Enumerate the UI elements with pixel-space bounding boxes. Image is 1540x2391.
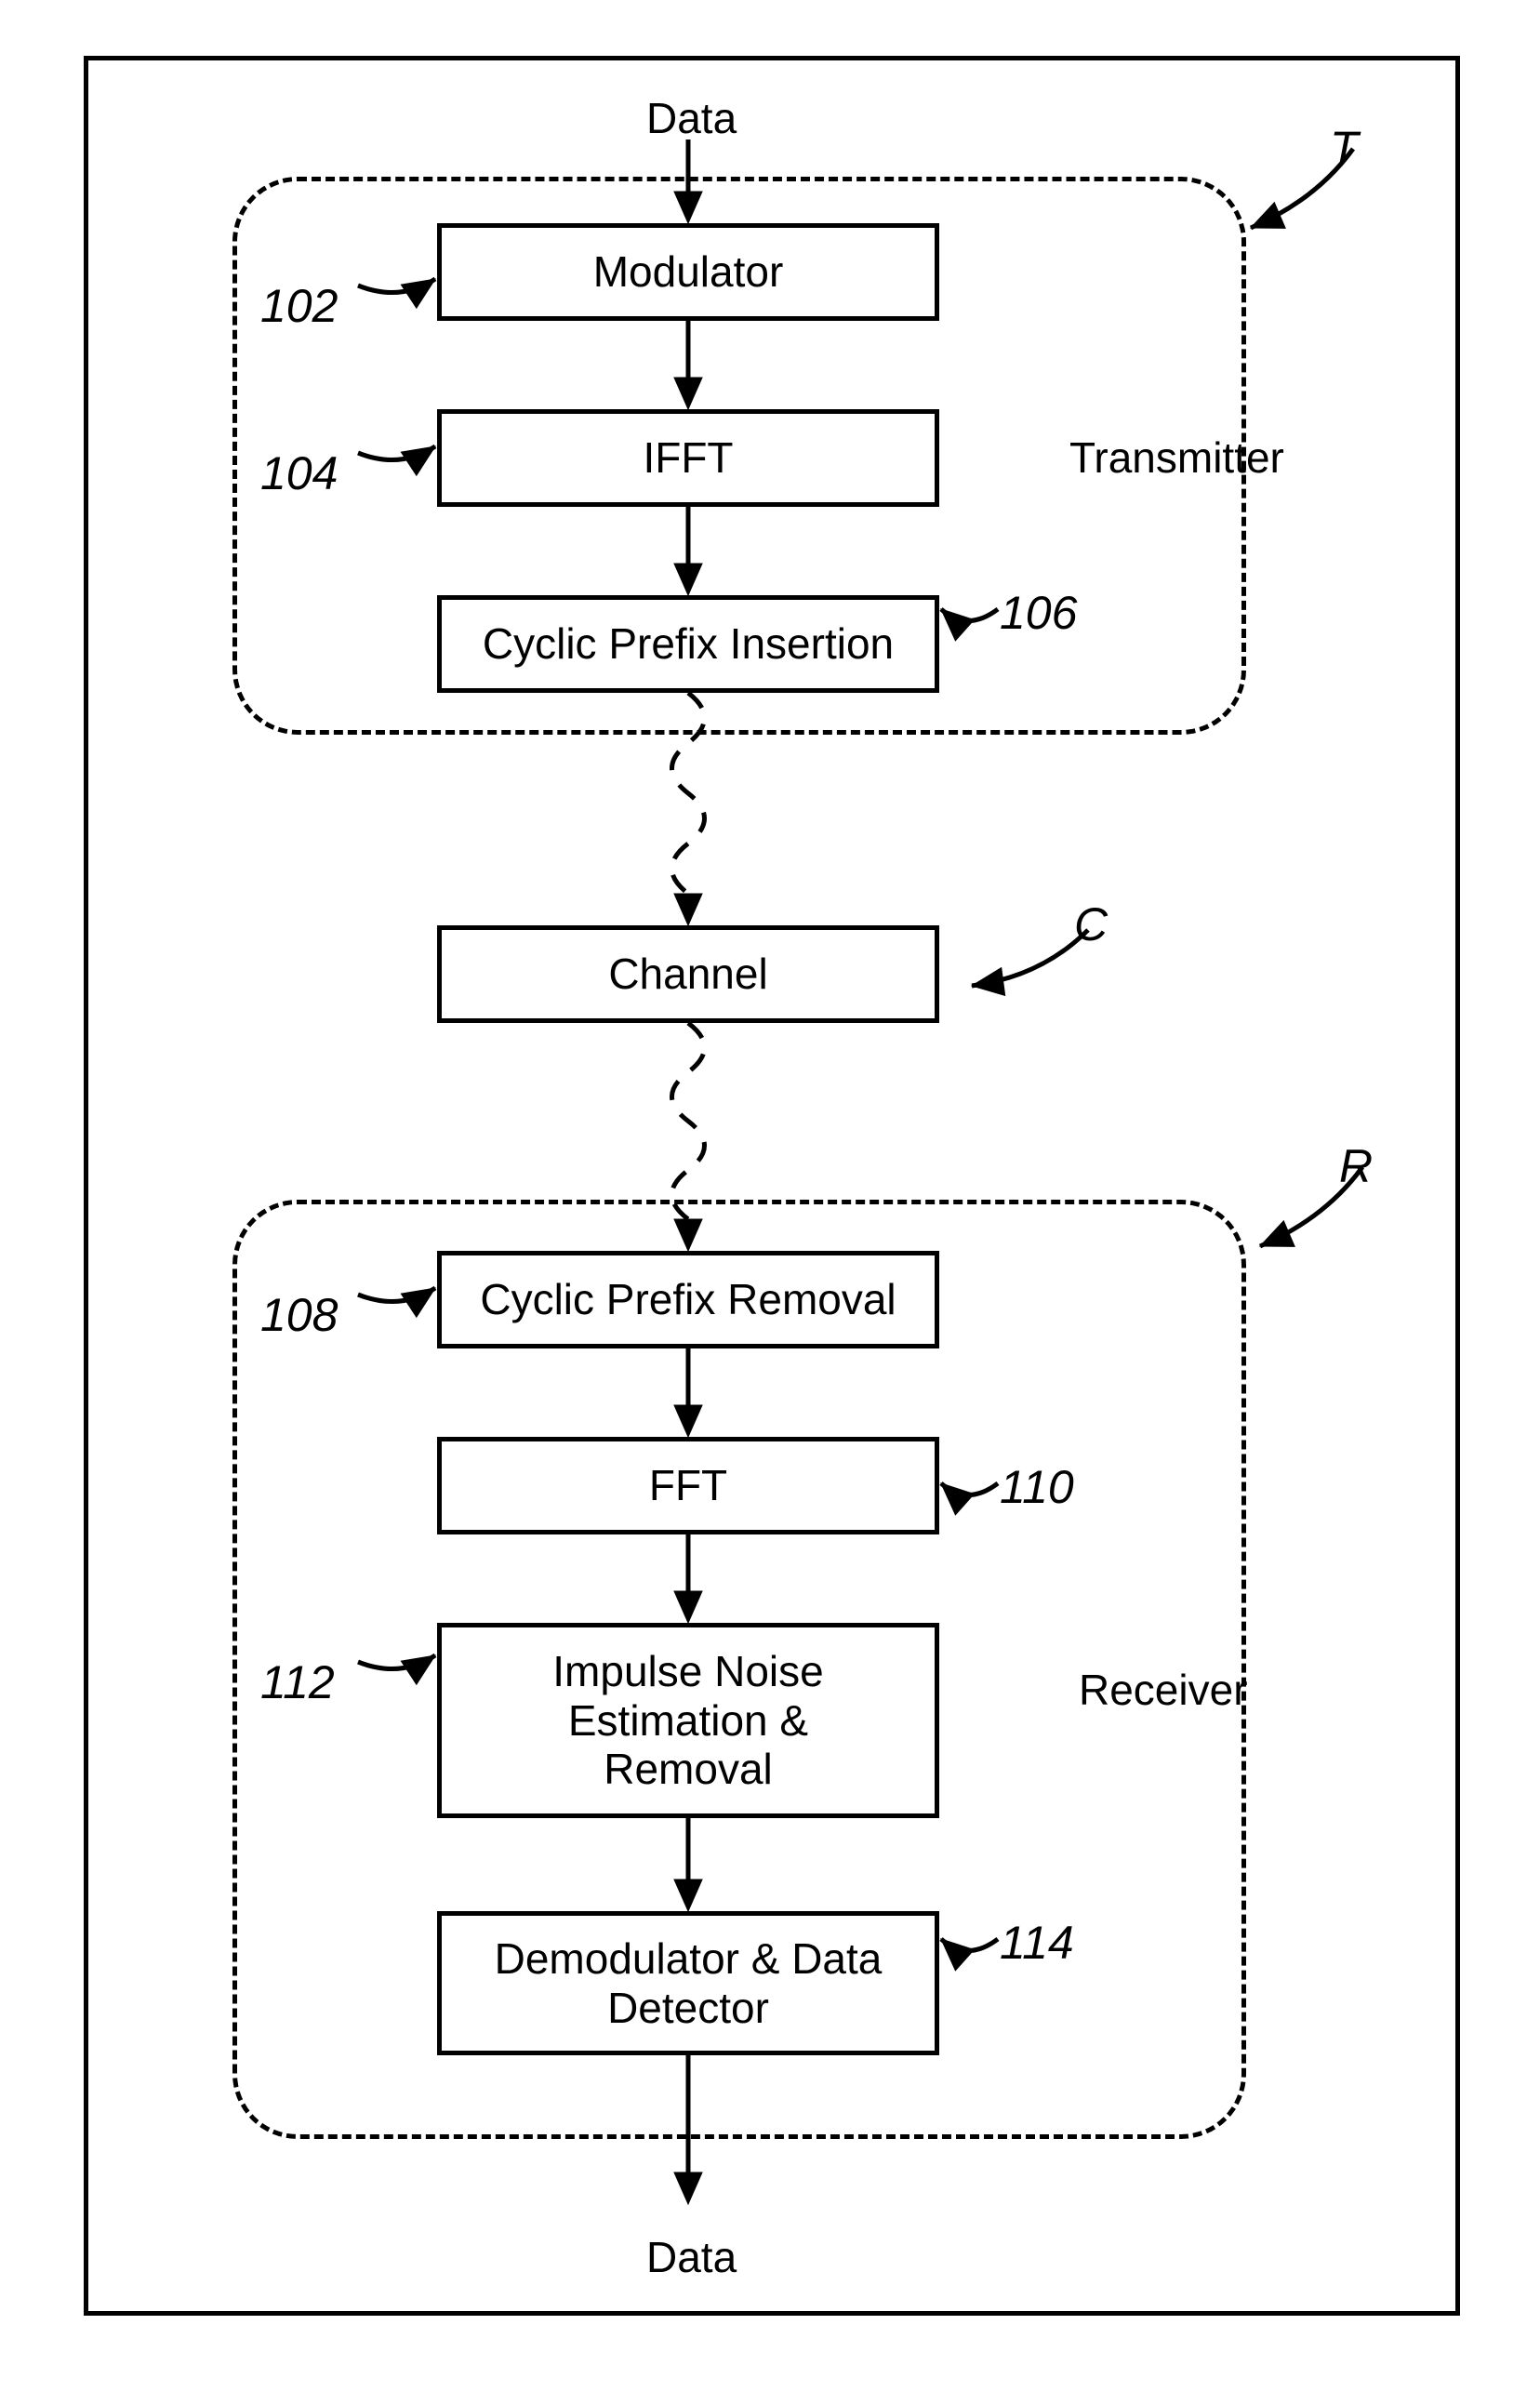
ref-104: 104 bbox=[260, 446, 338, 500]
receiver-label: Receiver bbox=[1079, 1665, 1248, 1715]
receiver-ref: R bbox=[1339, 1139, 1373, 1193]
demod-label: Demodulator & DataDetector bbox=[495, 1934, 883, 2033]
cpr-label: Cyclic Prefix Removal bbox=[480, 1275, 896, 1324]
ref-C: C bbox=[1074, 897, 1108, 951]
ine-label: Impulse NoiseEstimation &Removal bbox=[552, 1647, 823, 1795]
cpr-block: Cyclic Prefix Removal bbox=[437, 1251, 939, 1348]
channel-label: Channel bbox=[608, 950, 767, 999]
ine-block: Impulse NoiseEstimation &Removal bbox=[437, 1623, 939, 1818]
ref-108: 108 bbox=[260, 1288, 338, 1342]
data-out-label: Data bbox=[646, 2232, 737, 2282]
modulator-block: Modulator bbox=[437, 223, 939, 321]
data-in-label: Data bbox=[646, 93, 737, 143]
ref-102: 102 bbox=[260, 279, 338, 333]
ref-110: 110 bbox=[1000, 1460, 1074, 1514]
ifft-label: IFFT bbox=[643, 433, 733, 483]
transmitter-label: Transmitter bbox=[1069, 432, 1284, 483]
cpi-label: Cyclic Prefix Insertion bbox=[483, 619, 894, 669]
demod-block: Demodulator & DataDetector bbox=[437, 1911, 939, 2055]
ref-112: 112 bbox=[260, 1655, 335, 1709]
fft-label: FFT bbox=[649, 1461, 727, 1510]
ifft-block: IFFT bbox=[437, 409, 939, 507]
modulator-label: Modulator bbox=[593, 247, 784, 297]
ref-106: 106 bbox=[1000, 586, 1077, 640]
channel-block: Channel bbox=[437, 925, 939, 1023]
cpi-block: Cyclic Prefix Insertion bbox=[437, 595, 939, 693]
transmitter-ref: T bbox=[1330, 121, 1359, 175]
fft-block: FFT bbox=[437, 1437, 939, 1534]
ref-114: 114 bbox=[1000, 1916, 1074, 1970]
